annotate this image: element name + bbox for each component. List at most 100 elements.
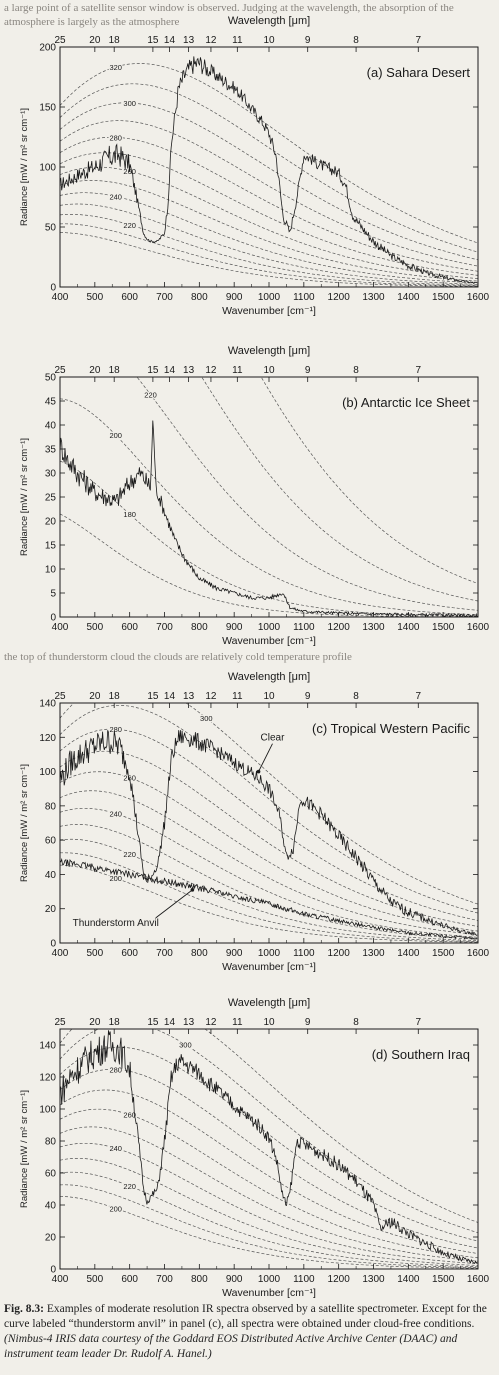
chart2-bb-label-180: 180: [123, 510, 136, 519]
chart3-series-thunderstorm-anvil: [59, 857, 478, 940]
chart1-blackbody-230: [60, 203, 478, 285]
chart1-y-axis-label: Radiance [mW / m² sr cm⁻¹]: [19, 108, 30, 226]
chart-panel-c: Wavelength [μm] 200 220 240 260 280 300 400 500 6…: [0, 656, 499, 974]
chart1-blackbody-250: [60, 180, 478, 282]
chart1-wavelength-tick-label: 8: [353, 35, 359, 46]
chart4-bb-label-220: 220: [123, 1182, 136, 1191]
chart4-wavelength-tick-label: 18: [109, 1017, 121, 1028]
chart4-wavelength-tick-label: 8: [353, 1017, 359, 1028]
chart4-blackbody-240: [60, 1142, 478, 1265]
chart3-wavelength-tick-label: 7: [416, 691, 422, 702]
chart2-wavelength-tick-label: 8: [353, 365, 359, 376]
chart3-wavelength-tick-label: 20: [89, 691, 101, 702]
chart4-wavelength-tick-label: 14: [164, 1017, 176, 1028]
chart4-blackbody-300: [60, 1029, 478, 1234]
chart3-x-tick-label: 1300: [362, 948, 385, 959]
chart2-blackbody-180: [60, 460, 478, 617]
chart2-wavelength-tick-label: 7: [416, 365, 422, 376]
chart2-x-tick-label: 1200: [328, 622, 351, 633]
chart1-blackbody-270: [60, 152, 478, 276]
chart2-y-tick-label: 5: [50, 589, 56, 600]
chart2-blackbody-240: [201, 377, 478, 602]
chart3-wavelength-tick-label: 12: [205, 691, 217, 702]
chart2-wavelength-tick-label: 11: [232, 365, 243, 376]
chart3-annotation-arrowhead: [190, 888, 195, 892]
chart3-annotation-arrow: [258, 743, 273, 772]
chart3-annotation: Thunderstorm Anvil: [73, 918, 159, 929]
chart4-blackbody-270: [60, 1089, 478, 1254]
chart1-blackbody-280: [60, 136, 478, 272]
chart4-bb-label-300: 300: [179, 1041, 192, 1050]
chart1-wavelength-tick-label: 15: [147, 35, 159, 46]
figure-caption: Fig. 8.3: Examples of moderate resolutio…: [4, 1302, 494, 1362]
chart4-wavelength-tick-label: 10: [263, 1017, 275, 1028]
chart4-blackbody-290: [60, 1046, 478, 1242]
chart4-x-tick-label: 1600: [467, 1274, 490, 1285]
chart3-blackbody-230: [60, 824, 478, 940]
chart2-wavelength-tick-label: 25: [54, 365, 66, 376]
page-top-background-text: a large point of a satellite sensor wind…: [4, 2, 454, 28]
chart4-x-tick-label: 800: [191, 1274, 208, 1285]
chart-panel-b: Wavelength [μm] 180 200 220 400 500 600 700 800 9…: [0, 330, 499, 648]
chart4-x-tick-label: 1000: [258, 1274, 281, 1285]
chart1-x-axis-label: Wavenumber [cm⁻¹]: [222, 305, 316, 317]
chart3-x-tick-label: 800: [191, 948, 208, 959]
chart4-series-spectrum: [59, 1030, 478, 1264]
chart1-wavelength-tick-label: 12: [205, 35, 217, 46]
chart4-y-tick-label: 100: [39, 1105, 56, 1116]
chart4-x-tick-label: 600: [121, 1274, 138, 1285]
chart4-blackbody-280: [60, 1069, 478, 1249]
chart3-bb-label-300: 300: [200, 714, 213, 723]
chart3-y-tick-label: 20: [45, 904, 57, 915]
chart1-bb-label-300: 300: [123, 99, 136, 108]
chart4-wavelength-tick-label: 20: [89, 1017, 101, 1028]
chart1-blackbody-300: [60, 102, 478, 261]
chart2-wavelength-tick-label: 9: [305, 365, 311, 376]
chart3-x-tick-label: 1200: [328, 948, 351, 959]
chart2-wavelength-tick-label: 15: [147, 365, 159, 376]
chart1-series-spectrum: [59, 56, 478, 284]
chart1-bb-label-320: 320: [109, 63, 122, 72]
chart1-wavelength-tick-label: 9: [305, 35, 311, 46]
chart2-x-tick-label: 1500: [432, 622, 455, 633]
chart4-wavelength-tick-label: 7: [416, 1017, 422, 1028]
chart2-y-tick-label: 30: [45, 469, 57, 480]
chart3-blackbody-220: [60, 838, 478, 941]
chart3-x-tick-label: 1500: [432, 948, 455, 959]
chart4-y-tick-label: 40: [45, 1201, 57, 1212]
chart4-x-tick-label: 1100: [293, 1274, 315, 1285]
chart2-y-tick-label: 0: [50, 613, 56, 624]
chart2-wavelength-tick-label: 12: [205, 365, 217, 376]
chart1-y-tick-label: 200: [39, 43, 56, 54]
chart4-top-axis-label: Wavelength [μm]: [228, 997, 310, 1009]
chart1-x-tick-label: 900: [226, 292, 243, 303]
chart4-wavelength-tick-label: 9: [305, 1017, 311, 1028]
chart2-x-tick-label: 800: [191, 622, 208, 633]
chart4-blackbody-200: [60, 1195, 478, 1269]
chart2-y-tick-label: 50: [45, 373, 57, 384]
chart3-x-tick-label: 400: [52, 948, 69, 959]
chart3-wavelength-tick-label: 15: [147, 691, 159, 702]
chart3-y-tick-label: 0: [50, 939, 56, 950]
chart3-wavelength-tick-label: 13: [183, 691, 195, 702]
chart1-blackbody-200: [60, 232, 478, 287]
chart1-blackbody-290: [60, 120, 478, 267]
chart1-top-axis-label: Wavelength [μm]: [228, 15, 310, 27]
chart4-wavelength-tick-label: 25: [54, 1017, 66, 1028]
chart4-x-tick-label: 700: [156, 1274, 173, 1285]
chart1-wavelength-tick-label: 14: [164, 35, 176, 46]
chart3-y-tick-label: 100: [39, 767, 56, 778]
chart2-bb-label-200: 200: [109, 431, 122, 440]
chart1-wavelength-tick-label: 25: [54, 35, 66, 46]
chart4-y-tick-label: 120: [39, 1073, 56, 1084]
chart3-bb-label-240: 240: [109, 810, 122, 819]
chart4-x-tick-label: 400: [52, 1274, 69, 1285]
chart2-y-tick-label: 10: [45, 565, 57, 576]
chart2-x-tick-label: 400: [52, 622, 69, 633]
chart3-x-tick-label: 1400: [397, 948, 420, 959]
chart3-blackbody-290: [60, 704, 478, 914]
chart3-wavelength-tick-label: 10: [263, 691, 275, 702]
chart1-wavelength-tick-label: 11: [232, 35, 243, 46]
chart3-y-tick-label: 140: [39, 699, 56, 710]
